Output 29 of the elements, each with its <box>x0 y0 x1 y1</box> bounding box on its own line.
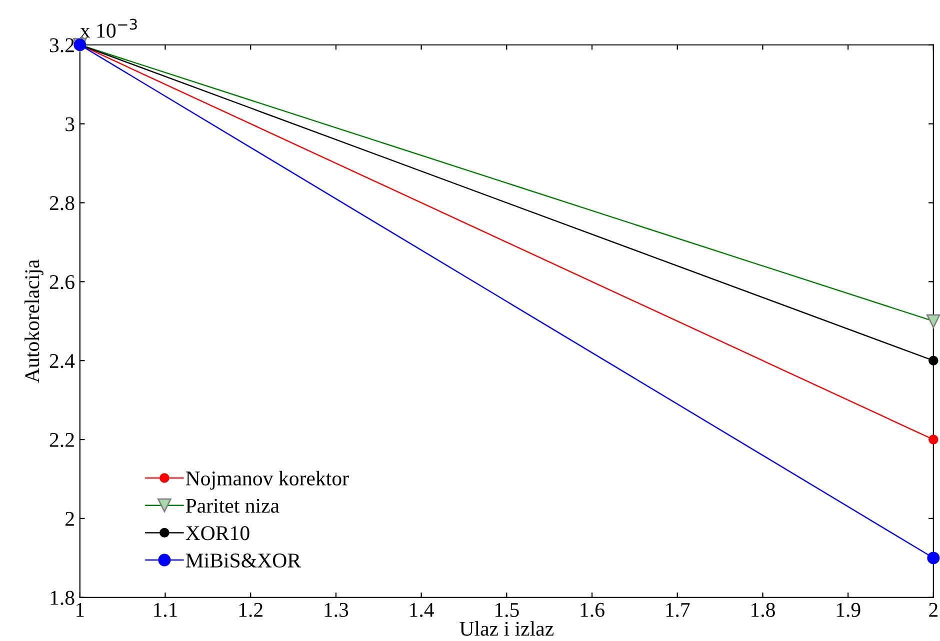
legend-label: XOR10 <box>186 526 250 540</box>
y-tick-label: 3 <box>66 117 74 132</box>
point <box>927 552 940 564</box>
y-tick-label: 3.2 <box>50 38 74 52</box>
x-axis-title: Ulaz i izlaz <box>460 621 554 636</box>
legend-label: Paritet niza <box>186 498 280 513</box>
x-tick-label: 2 <box>929 602 938 617</box>
point <box>928 434 938 444</box>
x-tick-label: 1 <box>76 602 84 617</box>
y-tick-label: 2.8 <box>50 196 74 210</box>
x-tick-label: 1.3 <box>324 602 348 618</box>
y-tick-label: 2.2 <box>50 432 74 448</box>
x-tick-label: 1.1 <box>154 602 178 618</box>
x-tick-label: 1.5 <box>495 602 519 618</box>
y-tick-label: 2.4 <box>50 354 75 368</box>
x-tick-label: 1.6 <box>580 602 604 618</box>
legend-label: Nojmanov korektor <box>186 470 349 490</box>
x-tick-label: 1.4 <box>410 602 434 618</box>
x-tick-label: 1.8 <box>752 602 775 618</box>
x-tick-label: 1.7 <box>666 602 690 618</box>
x-tick-label: 1.2 <box>239 602 262 618</box>
y-tick-label: 2.6 <box>50 275 74 290</box>
x-tick-label: 1.9 <box>836 602 860 618</box>
y-axis-title: Autokorelacija <box>24 260 44 383</box>
y-tick-label: 1.8 <box>50 590 74 605</box>
y-tick-label: 2 <box>66 512 74 526</box>
point <box>928 356 938 366</box>
text: x 10$^{−3}$ <box>80 18 137 38</box>
legend-label: MiBiS&XOR <box>186 553 302 568</box>
